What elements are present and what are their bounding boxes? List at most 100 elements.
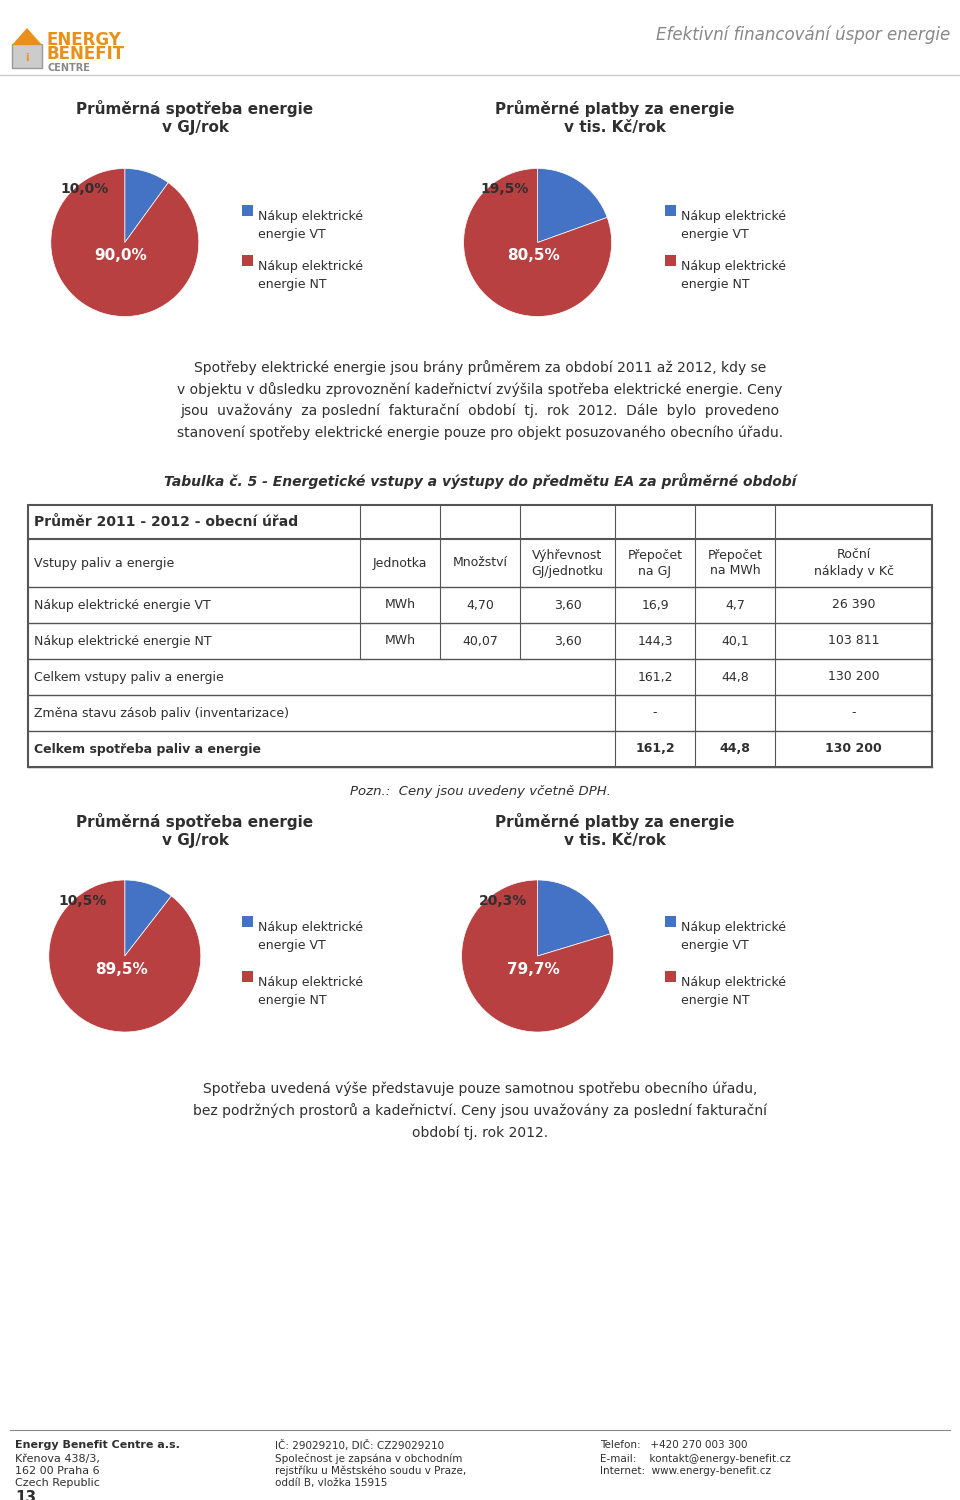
Text: Internet:  www.energy-benefit.cz: Internet: www.energy-benefit.cz <box>600 1466 771 1476</box>
Text: Celkem spotřeba paliv a energie: Celkem spotřeba paliv a energie <box>34 742 261 756</box>
Text: Průměrná spotřeba energie: Průměrná spotřeba energie <box>77 813 314 830</box>
Text: bez podržných prostorů a kadeřnictví. Ceny jsou uvažovány za poslední fakturační: bez podržných prostorů a kadeřnictví. Ce… <box>193 1102 767 1118</box>
Text: Celkem vstupy paliv a energie: Celkem vstupy paliv a energie <box>34 670 224 684</box>
Text: 161,2: 161,2 <box>636 742 675 756</box>
Text: Spotřeby elektrické energie jsou brány průměrem za období 2011 až 2012, kdy se: Spotřeby elektrické energie jsou brány p… <box>194 360 766 375</box>
Text: -: - <box>653 706 658 720</box>
Text: 44,8: 44,8 <box>720 742 751 756</box>
Text: 40,1: 40,1 <box>721 634 749 648</box>
Text: v GJ/rok: v GJ/rok <box>161 833 228 848</box>
Text: v objektu v důsledku zprovoznění kadeřnictví zvýšila spotřeba elektrické energie: v objektu v důsledku zprovoznění kadeřni… <box>178 382 782 398</box>
Bar <box>28 506 932 766</box>
Text: období tj. rok 2012.: období tj. rok 2012. <box>412 1125 548 1140</box>
Text: 3,60: 3,60 <box>554 598 582 612</box>
Text: Nákup elektrické energie NT: Nákup elektrické energie NT <box>34 634 211 648</box>
Text: Pozn.:  Ceny jsou uvedeny včetně DPH.: Pozn.: Ceny jsou uvedeny včetně DPH. <box>349 784 611 798</box>
Text: oddíl B, vložka 15915: oddíl B, vložka 15915 <box>275 1478 388 1488</box>
Text: 16,9: 16,9 <box>641 598 669 612</box>
Text: -: - <box>852 706 855 720</box>
Text: Spotřeba uvedená výše představuje pouze samotnou spotřebu obecního úřadu,: Spotřeba uvedená výše představuje pouze … <box>203 1082 757 1095</box>
Text: Společnost je zapsána v obchodním: Společnost je zapsána v obchodním <box>275 1454 463 1464</box>
Text: ENERGY: ENERGY <box>47 32 122 50</box>
Text: Nákup elektrické
energie NT: Nákup elektrické energie NT <box>258 976 363 1006</box>
Text: Tabulka č. 5 - Energetické vstupy a výstupy do předmětu EA za průměrné období: Tabulka č. 5 - Energetické vstupy a výst… <box>164 472 796 489</box>
Text: Nákup elektrické
energie NT: Nákup elektrické energie NT <box>258 260 363 291</box>
Text: Roční
náklady v Kč: Roční náklady v Kč <box>813 549 894 578</box>
Wedge shape <box>462 880 613 1032</box>
Text: BENEFIT: BENEFIT <box>47 45 125 63</box>
Text: 144,3: 144,3 <box>637 634 673 648</box>
Text: Efektivní financování úspor energie: Efektivní financování úspor energie <box>656 26 950 45</box>
Text: Nákup elektrické
energie VT: Nákup elektrické energie VT <box>681 921 786 952</box>
Text: 40,07: 40,07 <box>462 634 498 648</box>
Text: Nákup elektrické energie VT: Nákup elektrické energie VT <box>34 598 211 612</box>
Polygon shape <box>12 28 42 45</box>
Text: 90,0%: 90,0% <box>95 249 148 264</box>
Text: Nákup elektrické
energie NT: Nákup elektrické energie NT <box>681 976 786 1006</box>
Bar <box>242 970 253 982</box>
Text: Nákup elektrické
energie NT: Nákup elektrické energie NT <box>681 260 786 291</box>
Text: Jednotka: Jednotka <box>372 556 427 570</box>
Text: Nákup elektrické
energie VT: Nákup elektrické energie VT <box>258 210 363 242</box>
Text: 19,5%: 19,5% <box>480 182 529 196</box>
Bar <box>242 255 253 266</box>
Text: MWh: MWh <box>385 634 416 648</box>
Text: 162 00 Praha 6: 162 00 Praha 6 <box>15 1466 100 1476</box>
Text: 103 811: 103 811 <box>828 634 879 648</box>
Wedge shape <box>49 880 201 1032</box>
Text: 13: 13 <box>15 1490 36 1500</box>
Text: i: i <box>25 53 29 63</box>
Text: 4,70: 4,70 <box>466 598 494 612</box>
Text: IČ: 29029210, DIČ: CZ29029210: IČ: 29029210, DIČ: CZ29029210 <box>275 1440 444 1450</box>
Text: stanovení spotřeby elektrické energie pouze pro objekt posuzovaného obecního úřa: stanovení spotřeby elektrické energie po… <box>177 426 783 441</box>
Wedge shape <box>464 168 612 316</box>
Text: 79,7%: 79,7% <box>508 962 561 976</box>
Text: v tis. Kč/rok: v tis. Kč/rok <box>564 833 666 848</box>
Text: 26 390: 26 390 <box>831 598 876 612</box>
Bar <box>242 916 253 927</box>
Text: 4,7: 4,7 <box>725 598 745 612</box>
Wedge shape <box>51 168 199 316</box>
Text: Průměrné platby za energie: Průměrné platby za energie <box>495 100 734 117</box>
Text: Přepočet
na GJ: Přepočet na GJ <box>628 549 683 578</box>
Text: Czech Republic: Czech Republic <box>15 1478 100 1488</box>
Text: 3,60: 3,60 <box>554 634 582 648</box>
Text: 130 200: 130 200 <box>826 742 882 756</box>
Text: 20,3%: 20,3% <box>479 894 528 909</box>
Bar <box>242 206 253 216</box>
Text: 89,5%: 89,5% <box>95 962 148 976</box>
Text: MWh: MWh <box>385 598 416 612</box>
Text: 80,5%: 80,5% <box>508 249 561 264</box>
Text: Přepočet
na MWh: Přepočet na MWh <box>708 549 762 578</box>
Text: Průměrná spotřeba energie: Průměrná spotřeba energie <box>77 100 314 117</box>
Text: jsou  uvažovány  za poslední  fakturační  období  tj.  rok  2012.  Dále  bylo  p: jsou uvažovány za poslední fakturační ob… <box>180 404 780 418</box>
Bar <box>665 206 676 216</box>
Text: E-mail:    kontakt@energy-benefit.cz: E-mail: kontakt@energy-benefit.cz <box>600 1454 791 1464</box>
Text: Výhřevnost
GJ/jednotku: Výhřevnost GJ/jednotku <box>532 549 604 578</box>
Text: Energy Benefit Centre a.s.: Energy Benefit Centre a.s. <box>15 1440 180 1450</box>
Text: Průměrné platby za energie: Průměrné platby za energie <box>495 813 734 830</box>
Text: 10,5%: 10,5% <box>59 894 108 909</box>
Text: 10,0%: 10,0% <box>60 182 108 196</box>
Text: Křenova 438/3,: Křenova 438/3, <box>15 1454 100 1464</box>
Text: Nákup elektrické
energie VT: Nákup elektrické energie VT <box>258 921 363 952</box>
Text: v GJ/rok: v GJ/rok <box>161 120 228 135</box>
Text: Množství: Množství <box>452 556 508 570</box>
Wedge shape <box>125 880 172 956</box>
Text: Průměr 2011 - 2012 - obecní úřad: Průměr 2011 - 2012 - obecní úřad <box>34 514 299 529</box>
Text: CENTRE: CENTRE <box>47 63 90 74</box>
Text: 44,8: 44,8 <box>721 670 749 684</box>
Bar <box>665 255 676 266</box>
Wedge shape <box>538 880 611 956</box>
Text: Změna stavu zásob paliv (inventarizace): Změna stavu zásob paliv (inventarizace) <box>34 706 289 720</box>
Bar <box>665 970 676 982</box>
Text: Telefon:   +420 270 003 300: Telefon: +420 270 003 300 <box>600 1440 748 1450</box>
Bar <box>12 44 42 68</box>
Text: v tis. Kč/rok: v tis. Kč/rok <box>564 120 666 135</box>
Bar <box>665 916 676 927</box>
Text: 161,2: 161,2 <box>637 670 673 684</box>
Wedge shape <box>538 168 608 243</box>
Text: 130 200: 130 200 <box>828 670 879 684</box>
Wedge shape <box>125 168 168 243</box>
Text: Vstupy paliv a energie: Vstupy paliv a energie <box>34 556 175 570</box>
